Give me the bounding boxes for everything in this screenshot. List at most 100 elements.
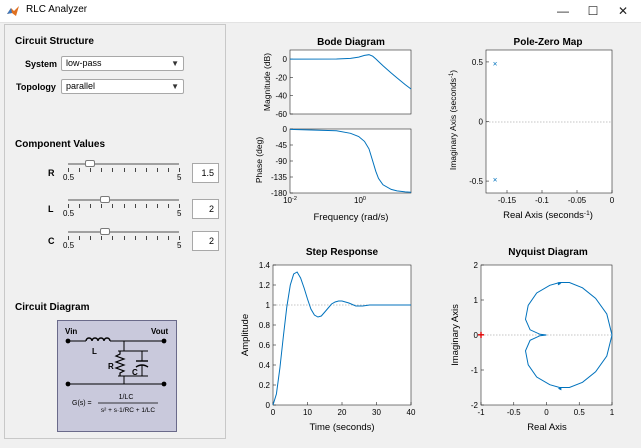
slider-l-track[interactable] [68, 199, 179, 201]
slider-tick [134, 168, 136, 172]
y-tick-label: -180 [271, 189, 288, 198]
step-axes[interactable] [272, 264, 412, 406]
x-tick-label: 1 [610, 408, 615, 417]
slider-tick [101, 236, 103, 240]
direction-arrow-icon: ◂ [558, 386, 562, 393]
slider-r-thumb[interactable] [85, 160, 96, 167]
value-c-input[interactable]: 2 [192, 231, 219, 251]
x-tick-label: 40 [407, 408, 416, 417]
bode-phase-axes[interactable] [289, 128, 412, 194]
x-tick-label: -0.1 [535, 196, 549, 205]
bode-title: Bode Diagram [317, 37, 385, 48]
slider-c-track[interactable] [68, 231, 179, 233]
y-tick-label: 0.2 [259, 381, 271, 390]
pole-zero-axes[interactable] [485, 49, 613, 194]
slider-tick [123, 236, 125, 240]
x-tick-label: 30 [372, 408, 381, 417]
slider-min-label: 0.5 [63, 241, 75, 250]
minimize-button[interactable]: — [557, 4, 569, 18]
maximize-button[interactable]: ☐ [587, 4, 599, 18]
y-tick-label: 0.4 [259, 361, 271, 370]
slider-tick [156, 236, 158, 240]
y-tick-label: -20 [275, 73, 287, 82]
circuit-diagram: Vin Vout L R C G(s) = 1/LC s² + s·1/RC +… [57, 320, 177, 432]
y-tick-label: -135 [271, 173, 288, 182]
chevron-down-icon: ▼ [171, 82, 179, 91]
pole-zero-title: Pole-Zero Map [514, 37, 583, 48]
slider-c-thumb[interactable] [99, 228, 110, 235]
y-tick-label: 2 [474, 261, 479, 270]
system-dropdown[interactable]: low-pass ▼ [61, 56, 184, 71]
x-tick-label: 10 [303, 408, 312, 417]
slider-r-track[interactable] [68, 163, 179, 165]
y-tick-label: -1 [471, 366, 479, 375]
resistor-icon [114, 351, 126, 376]
step-xlabel: Time (seconds) [309, 422, 374, 433]
nyquist-negative-line [524, 334, 613, 388]
y-tick-label: 1.2 [259, 281, 271, 290]
slider-tick [145, 168, 147, 172]
slider-tick [167, 204, 169, 208]
slider-tick [68, 204, 69, 208]
slider-max-label: 5 [177, 173, 182, 182]
inductor-icon [85, 337, 111, 342]
y-tick-label: -60 [275, 110, 287, 119]
slider-tick [112, 236, 114, 240]
nyquist-xlabel: Real Axis [527, 422, 567, 433]
slider-tick [179, 168, 180, 172]
x-tick-label: 0.5 [574, 408, 586, 417]
slider-tick [79, 168, 81, 172]
y-tick-label: 0 [479, 118, 484, 127]
slider-tick [90, 204, 92, 208]
slider-tick [167, 168, 169, 172]
vin-label: Vin [65, 327, 77, 336]
slider-tick [179, 204, 180, 208]
slider-tick [134, 236, 136, 240]
bode-phase-line [289, 128, 412, 193]
x-tick-label: 0 [544, 408, 549, 417]
circuit-structure-heading: Circuit Structure [15, 36, 94, 47]
slider-tick [156, 204, 158, 208]
slider-tick [101, 168, 103, 172]
slider-tick [90, 236, 92, 240]
slider-l-thumb[interactable] [99, 196, 110, 203]
bode-magnitude-axes[interactable] [289, 49, 412, 115]
close-button[interactable]: ✕ [617, 4, 629, 18]
x-tick-label: -0.15 [498, 196, 517, 205]
slider-tick [112, 204, 114, 208]
y-tick-label: -0.5 [469, 177, 483, 186]
system-label: System [25, 59, 58, 69]
y-tick-label: -2 [471, 401, 479, 410]
title-bar: RLC Analyzer — ☐ ✕ [0, 0, 641, 23]
step-title: Step Response [306, 247, 379, 258]
circuit-diagram-heading: Circuit Diagram [15, 302, 90, 313]
slider-min-label: 0.5 [63, 173, 75, 182]
slider-tick [68, 168, 69, 172]
slider-tick [79, 236, 81, 240]
slider-min-label: 0.5 [63, 209, 75, 218]
direction-arrow-icon: ▸ [558, 281, 562, 288]
topology-dropdown-value: parallel [66, 81, 96, 91]
bode-magnitude-ylabel: Magnitude (dB) [262, 53, 272, 111]
slider-tick [156, 168, 158, 172]
y-tick-label: 1.4 [259, 261, 271, 270]
nyquist-title: Nyquist Diagram [508, 247, 588, 258]
slider-tick [145, 236, 147, 240]
pole-zero-ylabel: Imaginary Axis (seconds-1) [448, 70, 458, 170]
slider-r-label: R [48, 168, 55, 178]
slider-tick [112, 168, 114, 172]
slider-max-label: 5 [177, 241, 182, 250]
pole-marker[interactable]: × [493, 175, 498, 184]
bode-phase-ylabel: Phase (deg) [254, 137, 264, 183]
chevron-down-icon: ▼ [171, 59, 179, 68]
topology-dropdown[interactable]: parallel ▼ [61, 79, 184, 94]
value-l-input[interactable]: 2 [192, 199, 219, 219]
y-tick-label: 1 [474, 296, 479, 305]
vout-label: Vout [151, 327, 169, 336]
slider-l-label: L [48, 204, 54, 214]
capacitor-label: C [132, 368, 138, 377]
pole-marker[interactable]: × [493, 60, 498, 69]
y-tick-label: 0 [283, 125, 288, 134]
value-r-input[interactable]: 1.5 [192, 163, 219, 183]
